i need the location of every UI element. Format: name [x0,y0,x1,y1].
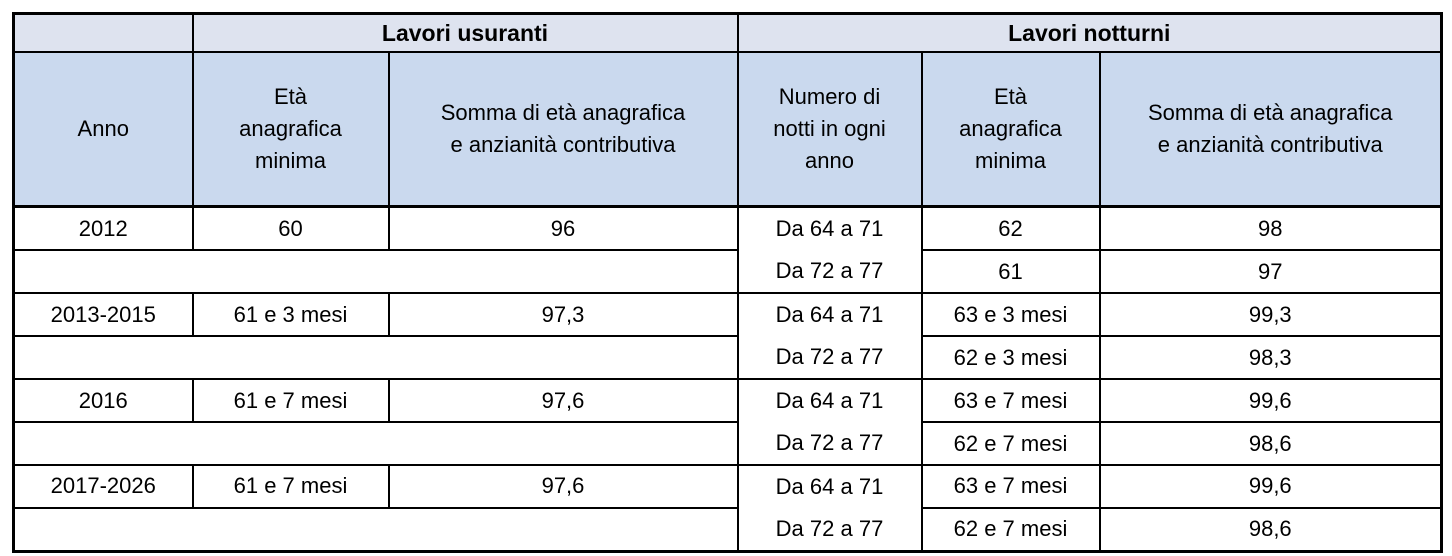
cell-somma-usuranti: 97,6 [387,378,739,423]
night-range-2: Da 72 a 77 [775,344,884,369]
table-row: 2016 61 e 7 mesi 97,6 Da 64 a 71 Da 72 a… [12,378,1443,466]
cell-somma-usuranti: 96 [387,205,739,252]
group-header-usuranti: Lavori usuranti [191,12,739,53]
cell-somma-notturni: 98,3 [1098,335,1443,380]
cell-notti-range: Da 64 a 71 Da 72 a 77 [736,464,923,553]
cell-eta-notturni: 62 e 3 mesi [920,335,1101,380]
table-row: 61 97 [12,249,1443,294]
cell-notti-range: Da 64 a 71 Da 72 a 77 [736,292,923,380]
table-row: 2017-2026 61 e 7 mesi 97,6 Da 64 a 71 Da… [12,464,1443,553]
cell-eta-notturni: 61 [920,249,1101,294]
empty-left-cell [12,506,739,553]
empty-left-cell [12,335,739,380]
cell-somma-notturni: 98,6 [1098,506,1443,553]
col-header-anno: Anno [12,51,194,208]
col-header-eta-notturni: Età anagrafica minima [920,51,1101,208]
col-header-eta-usuranti: Età anagrafica minima [191,51,390,208]
cell-somma-notturni: 97 [1098,249,1443,294]
cell-somma-notturni: 99,3 [1098,292,1443,337]
cell-notti-range: Da 64 a 71 Da 72 a 77 [736,205,923,294]
cell-eta-notturni: 63 e 7 mesi [920,464,1101,509]
corner-cell [12,12,194,53]
header-group-row: Lavori usuranti Lavori notturni [12,12,1443,53]
cell-eta-notturni: 62 [920,205,1101,252]
cell-eta-notturni: 63 e 3 mesi [920,292,1101,337]
pension-rules-table: Lavori usuranti Lavori notturni Anno Età… [12,12,1444,553]
cell-anno: 2013-2015 [12,292,194,337]
night-range-2: Da 72 a 77 [775,430,884,455]
col-header-somma-notturni: Somma di età anagrafica e anzianità cont… [1098,51,1443,208]
empty-left-cell [12,421,739,466]
col-header-notti: Numero di notti in ogni anno [736,51,923,208]
night-range-1: Da 64 a 71 [775,474,884,499]
cell-somma-usuranti: 97,3 [387,292,739,337]
cell-eta-usuranti: 61 e 7 mesi [191,464,390,509]
group-header-notturni: Lavori notturni [736,12,1443,53]
cell-notti-range: Da 64 a 71 Da 72 a 77 [736,378,923,466]
table-row: 62 e 3 mesi 98,3 [12,335,1443,380]
col-header-somma-usuranti: Somma di età anagrafica e anzianità cont… [387,51,739,208]
empty-left-cell [12,249,739,294]
cell-eta-usuranti: 61 e 3 mesi [191,292,390,337]
cell-somma-usuranti: 97,6 [387,464,739,509]
cell-somma-notturni: 98,6 [1098,421,1443,466]
table-row: 62 e 7 mesi 98,6 [12,506,1443,553]
table-row: 62 e 7 mesi 98,6 [12,421,1443,466]
header-columns-row: Anno Età anagrafica minima Somma di età … [12,51,1443,208]
night-range-1: Da 64 a 71 [775,302,884,327]
cell-anno: 2016 [12,378,194,423]
cell-eta-notturni: 62 e 7 mesi [920,421,1101,466]
cell-eta-usuranti: 61 e 7 mesi [191,378,390,423]
cell-eta-usuranti: 60 [191,205,390,252]
cell-eta-notturni: 63 e 7 mesi [920,378,1101,423]
table-row: 2012 60 96 Da 64 a 71 Da 72 a 77 62 98 [12,205,1443,294]
table-row: 2013-2015 61 e 3 mesi 97,3 Da 64 a 71 Da… [12,292,1443,380]
cell-eta-notturni: 62 e 7 mesi [920,506,1101,553]
cell-anno: 2012 [12,205,194,252]
cell-somma-notturni: 99,6 [1098,378,1443,423]
cell-somma-notturni: 98 [1098,205,1443,252]
cell-somma-notturni: 99,6 [1098,464,1443,509]
night-range-1: Da 64 a 71 [775,216,884,241]
cell-anno: 2017-2026 [12,464,194,509]
night-range-2: Da 72 a 77 [775,516,884,541]
night-range-2: Da 72 a 77 [775,258,884,283]
night-range-1: Da 64 a 71 [775,388,884,413]
